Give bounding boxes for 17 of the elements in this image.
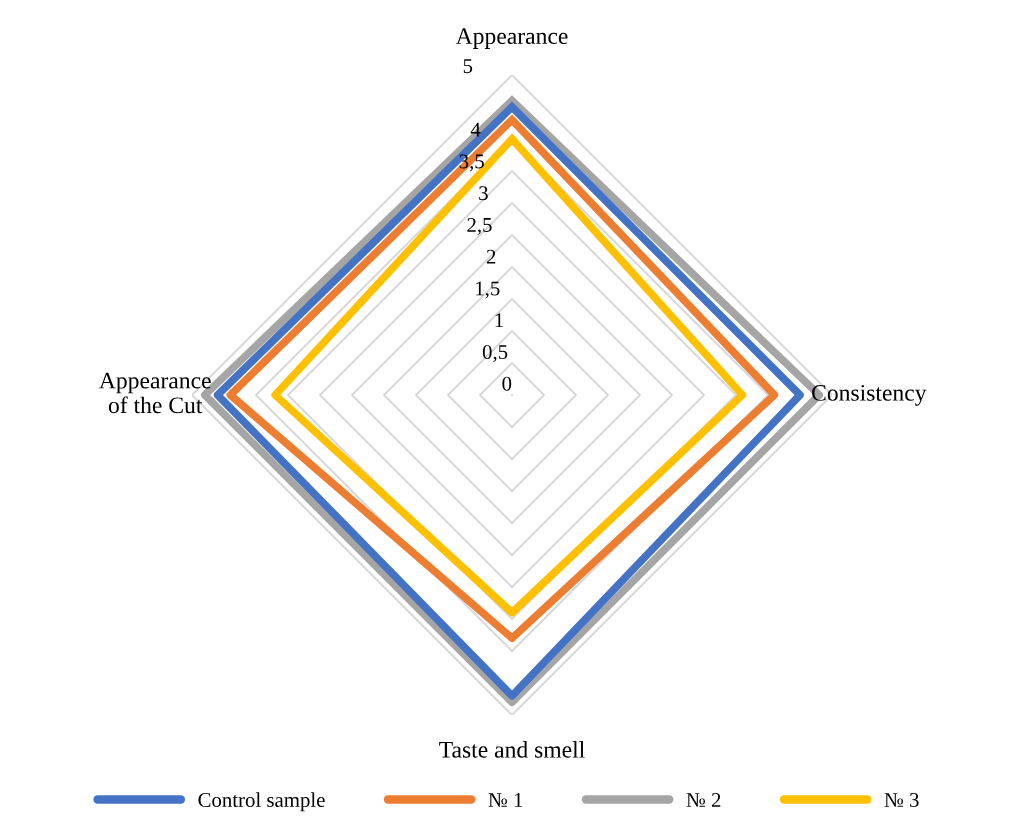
y-tick-label: 3 bbox=[479, 186, 488, 201]
spoke-label: Consistency bbox=[812, 384, 927, 406]
spoke-label: Taste and smell bbox=[439, 741, 585, 758]
legend-label: № 3 bbox=[884, 793, 919, 808]
legend-label: № 2 bbox=[686, 793, 721, 807]
y-tick-label: 0 bbox=[502, 376, 512, 391]
y-tick-label: 4 bbox=[470, 122, 481, 137]
spoke-label: Appearance of the Cut bbox=[99, 372, 211, 414]
y-tick-label: 1 bbox=[495, 313, 503, 328]
legend-label: Control sample bbox=[198, 792, 325, 812]
y-tick-label: 5 bbox=[463, 59, 473, 74]
legend-label: № 1 bbox=[488, 793, 523, 807]
spoke-label: Appearance bbox=[455, 28, 568, 49]
y-tick-label: 1,5 bbox=[476, 281, 500, 299]
y-tick-label: 0,5 bbox=[482, 344, 508, 362]
y-tick-label: 2,5 bbox=[467, 217, 492, 235]
y-tick-label: 2 bbox=[486, 249, 496, 264]
